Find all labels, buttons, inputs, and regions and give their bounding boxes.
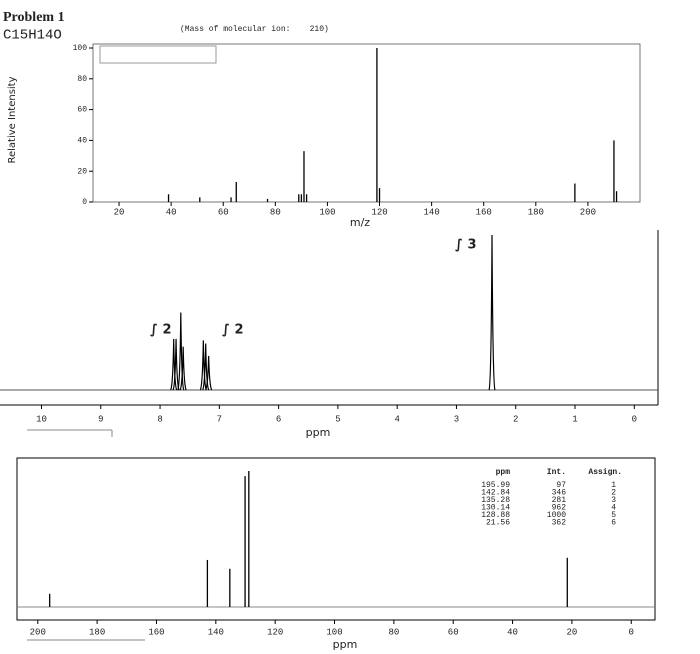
- table-ppm: 135.28: [481, 496, 510, 505]
- table-int: 346: [552, 489, 567, 498]
- x-tick-label: 140: [424, 207, 440, 217]
- y-tick-label: 40: [77, 137, 87, 146]
- table-ppm: 21.56: [486, 519, 510, 528]
- x-tick-label: 4: [394, 414, 399, 424]
- x-tick-label: 9: [98, 414, 103, 424]
- integral-label: ∫ 2: [150, 323, 172, 338]
- y-tick-label: 0: [82, 198, 87, 207]
- x-tick-label: 180: [528, 207, 544, 217]
- note: (Mass of molecular ion: 210): [180, 25, 329, 34]
- x-tick-label: 60: [448, 627, 459, 637]
- x-tick-label: 180: [89, 627, 105, 637]
- x-tick-label: 120: [267, 627, 283, 637]
- integral-label: ∫ 3: [455, 238, 477, 253]
- table-assign: 6: [611, 519, 616, 528]
- x-tick-label: 1: [572, 414, 577, 424]
- x-tick-label: 120: [371, 207, 387, 217]
- peak: [172, 338, 180, 391]
- ms-frame: [92, 43, 641, 203]
- x-tick-label: 40: [507, 627, 518, 637]
- x-tick-label: 0: [632, 414, 637, 424]
- x-tick-label: 100: [326, 627, 342, 637]
- x-tick-label: 2: [513, 414, 518, 424]
- table-ppm: 195.99: [481, 481, 510, 490]
- x-tick-label: 6: [276, 414, 281, 424]
- x-tick-label: 10: [36, 414, 47, 424]
- x-tick-label: 80: [270, 207, 281, 217]
- x-tick-label: 200: [580, 207, 596, 217]
- x-axis-label: ppm: [333, 638, 358, 651]
- peak: [179, 346, 187, 391]
- table-assign: 1: [611, 481, 616, 490]
- integral-label: ∫ 2: [222, 323, 244, 338]
- table-ppm: 128.88: [481, 511, 510, 520]
- x-tick-label: 20: [567, 627, 578, 637]
- formula: C15H14O: [3, 28, 62, 44]
- y-tick-label: 20: [77, 167, 87, 176]
- table-header: ppm: [496, 468, 511, 477]
- table-int: 97: [556, 481, 566, 490]
- table-header: Int.: [547, 468, 566, 477]
- x-tick-label: 100: [319, 207, 335, 217]
- c-frame: [16, 457, 656, 621]
- x-tick-label: 3: [454, 414, 459, 424]
- problem-title: Problem 1: [3, 10, 65, 25]
- x-tick-label: 140: [208, 627, 224, 637]
- table-int: 281: [552, 496, 567, 505]
- table-int: 962: [552, 504, 567, 513]
- peak: [205, 355, 213, 391]
- x-tick-label: 5: [335, 414, 340, 424]
- x-tick-label: 200: [30, 627, 46, 637]
- peak: [199, 340, 207, 391]
- x-tick-label: 20: [114, 207, 125, 217]
- x-tick-label: 60: [218, 207, 229, 217]
- peak: [177, 312, 185, 391]
- y-tick-label: 60: [77, 106, 87, 115]
- table-assign: 3: [611, 496, 616, 505]
- x-axis-label: ppm: [306, 426, 331, 439]
- y-tick-label: 100: [73, 44, 88, 53]
- table-ppm: 142.84: [481, 489, 510, 498]
- table-assign: 2: [611, 489, 616, 498]
- x-tick-label: 160: [476, 207, 492, 217]
- peak: [170, 338, 178, 391]
- table-header: Assign.: [588, 468, 622, 477]
- x-axis-label: m/z: [350, 216, 370, 229]
- x-tick-label: 8: [157, 414, 162, 424]
- x-tick-label: 40: [166, 207, 177, 217]
- table-ppm: 130.14: [481, 504, 510, 513]
- x-tick-label: 80: [388, 627, 399, 637]
- x-tick-label: 7: [217, 414, 222, 424]
- table-assign: 4: [611, 504, 616, 513]
- peak: [488, 234, 496, 391]
- table-int: 362: [552, 519, 567, 528]
- empty-box: [99, 45, 217, 64]
- table-assign: 5: [611, 511, 616, 520]
- x-tick-label: 0: [629, 627, 634, 637]
- y-axis-label: Relative Intensity: [7, 76, 18, 163]
- table-int: 1000: [547, 511, 566, 520]
- y-tick-label: 80: [77, 75, 87, 84]
- x-tick-label: 160: [148, 627, 164, 637]
